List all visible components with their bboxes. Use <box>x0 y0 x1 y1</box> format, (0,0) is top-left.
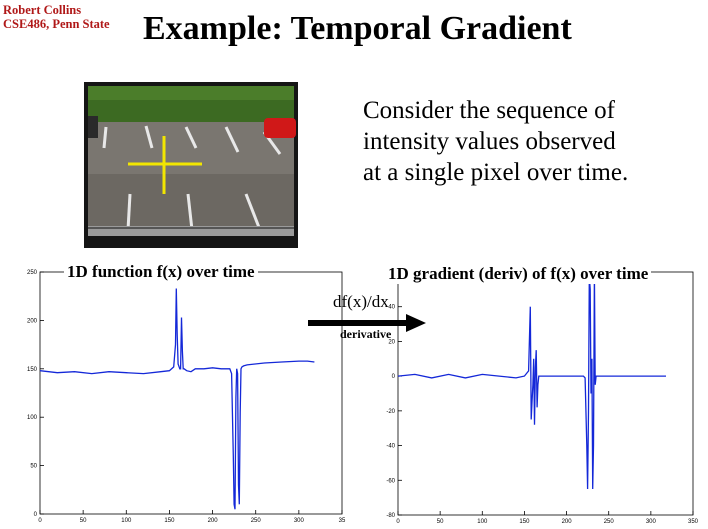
function-plot-series-line <box>39 288 315 510</box>
parking-lot-photo <box>84 82 298 248</box>
gradient-plot-ytick-label: -60 <box>386 478 395 484</box>
function-plot-axes-box <box>39 271 343 515</box>
body-text: Consider the sequence of intensity value… <box>363 95 628 188</box>
course-name: CSE486, Penn State <box>3 17 110 31</box>
gradient-plot-xtick-label: 200 <box>562 519 573 525</box>
gradient-plot-xtick-label: 50 <box>437 519 444 525</box>
author-credit: Robert Collins CSE486, Penn State <box>3 3 110 31</box>
gradient-plot-xtick-label: 0 <box>396 519 400 525</box>
function-plot-ytick-label: 50 <box>30 464 37 470</box>
gradient-plot-xtick-label: 100 <box>477 519 488 525</box>
author-name: Robert Collins <box>3 3 82 17</box>
function-plot-title: 1D function f(x) over time <box>64 262 258 282</box>
gradient-plot-axes-box <box>397 271 694 516</box>
function-plot-xtick-label: 50 <box>80 518 87 524</box>
gradient-plot-xtick-label: 150 <box>519 519 530 525</box>
gradient-plot-ytick-label: 40 <box>388 305 395 311</box>
function-plot-xtick-label: 35 <box>339 518 346 524</box>
gradient-plot-xtick-label: 350 <box>688 519 699 525</box>
function-plot-ytick-label: 200 <box>27 318 38 324</box>
gradient-plot-ytick-label: 20 <box>388 339 395 345</box>
function-plot-xtick-label: 250 <box>251 518 262 524</box>
function-plot-xtick-label: 300 <box>294 518 305 524</box>
gradient-plot-ytick-label: -40 <box>386 444 395 450</box>
arrow-sublabel: derivative <box>340 327 392 341</box>
function-plot-xtick-label: 0 <box>38 518 42 524</box>
function-plot-xtick-label: 200 <box>208 518 219 524</box>
body-line-3: at a single pixel over time. <box>363 159 629 186</box>
gradient-plot-xtick-label: 300 <box>646 519 657 525</box>
gradient-plot-ytick-label: 0 <box>392 374 396 380</box>
body-line-2: intensity values observed <box>363 128 616 155</box>
right-arrow-icon <box>308 314 426 332</box>
gradient-plot-ytick-label: -20 <box>386 409 395 415</box>
arrow-label: df(x)/dx <box>333 292 389 311</box>
function-plot-xtick-label: 100 <box>121 518 132 524</box>
body-line-1: Consider the sequence of <box>363 97 616 124</box>
slide-title: Example: Temporal Gradient <box>143 10 572 47</box>
gradient-plot-title: 1D gradient (deriv) of f(x) over time <box>385 264 652 284</box>
gradient-plot-xtick-label: 250 <box>604 519 615 525</box>
gradient-plot-series-line <box>397 271 666 490</box>
function-plot-ytick-label: 250 <box>27 270 38 276</box>
function-plot-ytick-label: 150 <box>27 367 38 373</box>
function-plot-ytick-label: 0 <box>34 512 38 518</box>
function-plot-xtick-label: 150 <box>164 518 175 524</box>
gradient-plot-ytick-label: -80 <box>386 513 395 519</box>
function-plot-ytick-label: 100 <box>27 415 38 421</box>
